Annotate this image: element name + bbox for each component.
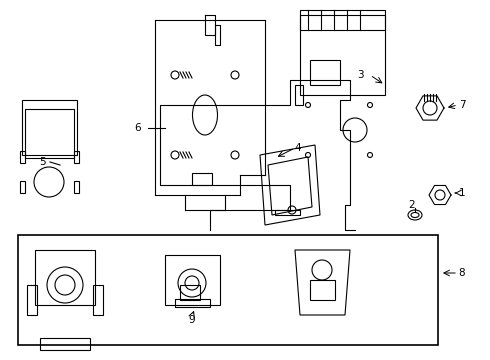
Text: 6: 6 — [135, 123, 141, 133]
Bar — [275, 210, 300, 215]
Bar — [310, 280, 335, 300]
Bar — [27, 285, 37, 315]
Text: 7: 7 — [459, 100, 466, 110]
Bar — [180, 285, 200, 300]
Bar — [74, 181, 79, 193]
Bar — [74, 151, 79, 163]
Bar — [165, 255, 220, 305]
Bar — [20, 181, 25, 193]
Bar — [175, 299, 210, 307]
Bar — [93, 285, 103, 315]
Bar — [22, 100, 77, 155]
Bar — [18, 235, 438, 345]
Bar — [300, 10, 385, 30]
Bar — [300, 15, 385, 95]
Bar — [192, 173, 212, 185]
Bar — [310, 60, 340, 85]
Bar — [40, 338, 90, 350]
Text: 2: 2 — [409, 200, 416, 210]
Bar — [295, 85, 303, 105]
Text: 8: 8 — [459, 268, 466, 278]
Text: 5: 5 — [39, 157, 45, 167]
Bar — [25, 109, 74, 158]
Text: 1: 1 — [459, 188, 466, 198]
Text: 3: 3 — [357, 70, 363, 80]
Bar — [35, 250, 95, 305]
Text: 9: 9 — [189, 315, 196, 325]
Bar — [20, 151, 25, 163]
Text: 4: 4 — [294, 143, 301, 153]
